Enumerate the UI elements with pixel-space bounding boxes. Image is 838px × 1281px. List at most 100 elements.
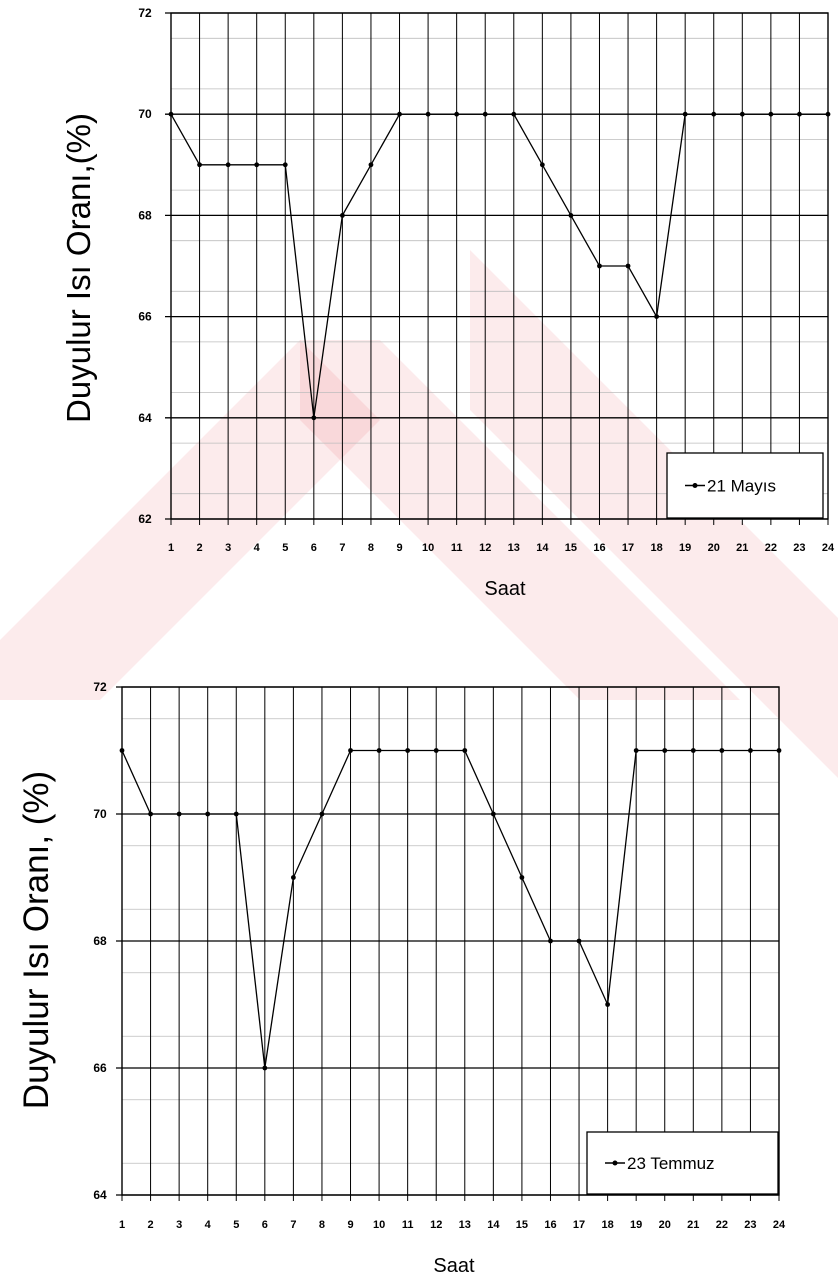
y-tick-label: 70 <box>138 107 152 121</box>
plot-frame <box>121 686 780 1196</box>
chart-grid <box>116 686 780 1201</box>
x-axis-label: Saat <box>433 1255 475 1277</box>
data-point <box>262 1065 268 1071</box>
x-tick-label: 10 <box>373 1219 385 1231</box>
x-tick-label: 12 <box>430 1219 442 1231</box>
data-point <box>633 748 639 753</box>
data-point <box>311 415 317 421</box>
series-line-path <box>121 749 779 1069</box>
x-tick-label: 16 <box>593 542 605 554</box>
x-tick-label: 22 <box>765 542 777 554</box>
x-tick-label: 5 <box>282 542 288 554</box>
legend-label: 23 Temmuz <box>627 1154 715 1173</box>
y-tick-label: 64 <box>138 411 152 425</box>
x-tick-label: 10 <box>422 542 434 554</box>
data-point <box>711 111 717 117</box>
data-point <box>625 263 631 269</box>
x-tick-label: 17 <box>573 1219 585 1231</box>
data-point <box>433 748 439 753</box>
x-tick-label: 2 <box>197 542 203 554</box>
x-tick-label: 20 <box>708 542 720 554</box>
data-point <box>548 938 553 944</box>
legend-box <box>586 1131 779 1195</box>
x-tick-label: 1 <box>119 1219 125 1231</box>
data-point <box>519 875 525 880</box>
x-tick-label: 9 <box>396 542 402 554</box>
data-point <box>568 213 574 218</box>
legend: 23 Temmuz <box>586 1131 779 1195</box>
x-tick-label: 22 <box>716 1219 728 1231</box>
y-tick-label: 68 <box>93 934 107 948</box>
x-tick-label: 3 <box>225 542 231 554</box>
data-point <box>682 111 688 117</box>
x-tick-label: 23 <box>793 542 805 554</box>
data-point <box>490 811 496 817</box>
x-tick-label: 17 <box>622 542 634 554</box>
data-point <box>719 748 725 753</box>
x-tick-label: 11 <box>451 542 463 554</box>
x-tick-label: 21 <box>736 542 748 554</box>
legend: 21 Mayıs <box>666 452 824 519</box>
data-point <box>662 748 668 753</box>
x-tick-label: 4 <box>205 1219 212 1231</box>
x-tick-label: 1 <box>168 542 174 554</box>
watermark-band-6 <box>470 330 838 778</box>
data-point <box>405 748 411 753</box>
x-tick-label: 24 <box>773 1219 786 1231</box>
data-points <box>168 111 831 421</box>
y-tick-label: 72 <box>93 680 107 694</box>
data-point <box>539 162 545 168</box>
data-point <box>739 111 745 117</box>
data-point <box>197 162 202 168</box>
data-point <box>425 111 431 117</box>
data-points <box>119 748 782 1071</box>
data-point <box>690 748 696 753</box>
y-tick-label: 68 <box>138 208 152 222</box>
data-point <box>368 162 374 168</box>
x-tick-label: 7 <box>339 542 345 554</box>
x-tick-label: 5 <box>233 1219 239 1231</box>
x-tick-label: 19 <box>630 1219 642 1231</box>
y-axis-label: Duyulur Isı Oranı, (%) <box>17 771 56 1109</box>
x-tick-labels: 1 2 3 4 5 6 7 8 9 10 11 12 13 14 15 16 17 18 19 20 21 22 23 24 <box>168 542 835 554</box>
x-tick-label: 3 <box>176 1219 182 1231</box>
data-point <box>825 111 831 117</box>
data-point <box>797 111 802 117</box>
series-line <box>121 749 779 1069</box>
x-tick-label: 8 <box>368 542 374 554</box>
x-tick-label: 13 <box>508 542 520 554</box>
plot-frame <box>170 12 829 520</box>
data-point <box>254 162 260 168</box>
x-tick-label: 11 <box>402 1219 414 1231</box>
x-tick-label: 9 <box>347 1219 353 1231</box>
data-point <box>605 1002 611 1007</box>
x-tick-label: 23 <box>744 1219 756 1231</box>
x-tick-label: 6 <box>311 542 317 554</box>
data-point <box>319 811 325 817</box>
x-tick-label: 12 <box>479 542 491 554</box>
x-tick-label: 15 <box>565 542 577 554</box>
y-tick-label: 64 <box>93 1188 107 1202</box>
x-tick-label: 18 <box>650 542 662 554</box>
series-line <box>170 113 828 418</box>
x-tick-label: 16 <box>544 1219 556 1231</box>
x-tick-labels: 1 2 3 4 5 6 7 8 9 10 11 12 13 14 15 16 17 18 19 20 21 22 23 24 <box>119 1219 786 1231</box>
data-point <box>748 748 753 753</box>
x-tick-label: 8 <box>319 1219 325 1231</box>
legend-marker-icon <box>612 1160 618 1166</box>
y-tick-label: 62 <box>138 512 152 526</box>
data-point <box>768 111 774 117</box>
watermark-band-3 <box>300 340 660 700</box>
y-tick-labels: 64 66 68 70 72 <box>93 680 107 1202</box>
x-tick-label: 14 <box>487 1219 500 1231</box>
y-tick-label: 72 <box>138 6 152 20</box>
data-point <box>233 811 239 817</box>
data-point <box>776 748 782 753</box>
legend-marker-icon <box>692 483 698 488</box>
x-tick-label: 7 <box>290 1219 296 1231</box>
data-point <box>397 111 402 117</box>
data-point <box>348 748 353 753</box>
y-tick-labels: 62 64 66 68 70 72 <box>138 6 152 526</box>
